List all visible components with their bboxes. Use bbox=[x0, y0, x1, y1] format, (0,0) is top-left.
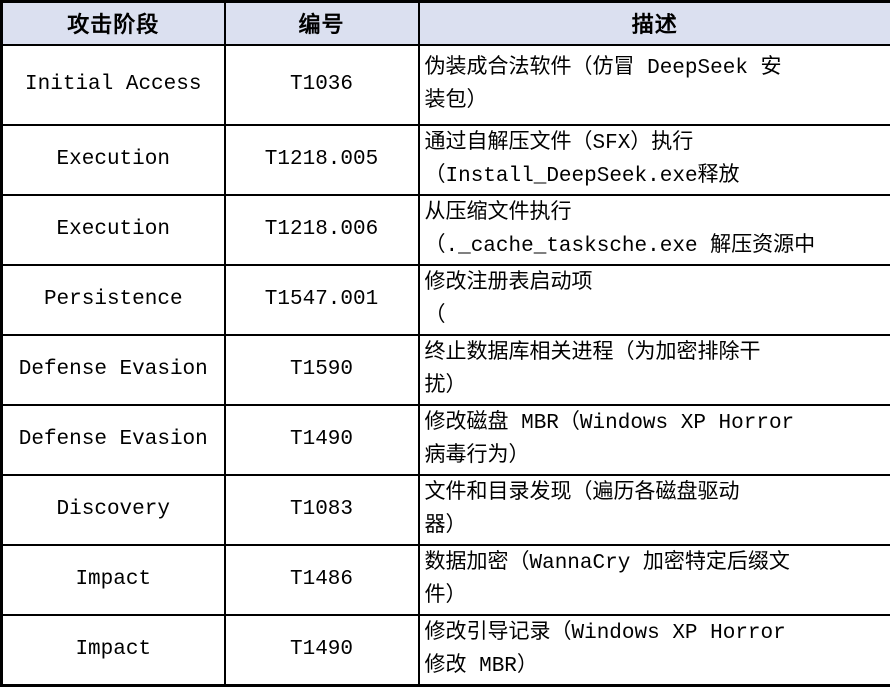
table-row: Defense Evasion T1490 修改磁盘 MBR（Windows X… bbox=[2, 405, 890, 475]
technique-id-cell: T1590 bbox=[225, 335, 419, 405]
technique-id-cell: T1083 bbox=[225, 475, 419, 545]
col-header-phase: 攻击阶段 bbox=[2, 2, 225, 45]
description-cell: 修改引导记录（Windows XP Horror 修改 MBR） bbox=[419, 615, 890, 686]
description-cell: 修改磁盘 MBR（Windows XP Horror 病毒行为） bbox=[419, 405, 890, 475]
technique-id-cell: T1490 bbox=[225, 405, 419, 475]
phase-cell: Persistence bbox=[2, 265, 225, 335]
technique-id-cell: T1036 bbox=[225, 45, 419, 125]
description-cell: 终止数据库相关进程（为加密排除干 扰） bbox=[419, 335, 890, 405]
table-row: Initial Access T1036 伪装成合法软件（仿冒 DeepSeek… bbox=[2, 45, 890, 125]
table-row: Persistence T1547.001 修改注册表启动项 （ bbox=[2, 265, 890, 335]
technique-id-cell: T1547.001 bbox=[225, 265, 419, 335]
header-row: 攻击阶段 编号 描述 bbox=[2, 2, 890, 45]
phase-cell: Impact bbox=[2, 615, 225, 686]
phase-cell: Impact bbox=[2, 545, 225, 615]
description-cell: 修改注册表启动项 （ bbox=[419, 265, 890, 335]
col-header-id: 编号 bbox=[225, 2, 419, 45]
col-header-description: 描述 bbox=[419, 2, 890, 45]
table-row: Impact T1490 修改引导记录（Windows XP Horror 修改… bbox=[2, 615, 890, 686]
phase-cell: Execution bbox=[2, 195, 225, 265]
technique-id-cell: T1486 bbox=[225, 545, 419, 615]
phase-cell: Defense Evasion bbox=[2, 405, 225, 475]
table-row: Discovery T1083 文件和目录发现（遍历各磁盘驱动 器） bbox=[2, 475, 890, 545]
table-row: Defense Evasion T1590 终止数据库相关进程（为加密排除干 扰… bbox=[2, 335, 890, 405]
description-cell: 从压缩文件执行 （._cache_tasksche.exe 解压资源中 bbox=[419, 195, 890, 265]
table-row: Execution T1218.005 通过自解压文件（SFX）执行 （Inst… bbox=[2, 125, 890, 195]
phase-cell: Defense Evasion bbox=[2, 335, 225, 405]
technique-id-cell: T1218.005 bbox=[225, 125, 419, 195]
description-cell: 文件和目录发现（遍历各磁盘驱动 器） bbox=[419, 475, 890, 545]
table-row: Execution T1218.006 从压缩文件执行 （._cache_tas… bbox=[2, 195, 890, 265]
table-header: 攻击阶段 编号 描述 bbox=[2, 2, 890, 45]
technique-id-cell: T1218.006 bbox=[225, 195, 419, 265]
table-row: Impact T1486 数据加密（WannaCry 加密特定后缀文 件） bbox=[2, 545, 890, 615]
table-body: Initial Access T1036 伪装成合法软件（仿冒 DeepSeek… bbox=[2, 45, 890, 686]
phase-cell: Initial Access bbox=[2, 45, 225, 125]
description-cell: 数据加密（WannaCry 加密特定后缀文 件） bbox=[419, 545, 890, 615]
phase-cell: Discovery bbox=[2, 475, 225, 545]
description-cell: 通过自解压文件（SFX）执行 （Install_DeepSeek.exe释放 bbox=[419, 125, 890, 195]
phase-cell: Execution bbox=[2, 125, 225, 195]
technique-id-cell: T1490 bbox=[225, 615, 419, 686]
description-cell: 伪装成合法软件（仿冒 DeepSeek 安 装包） bbox=[419, 45, 890, 125]
